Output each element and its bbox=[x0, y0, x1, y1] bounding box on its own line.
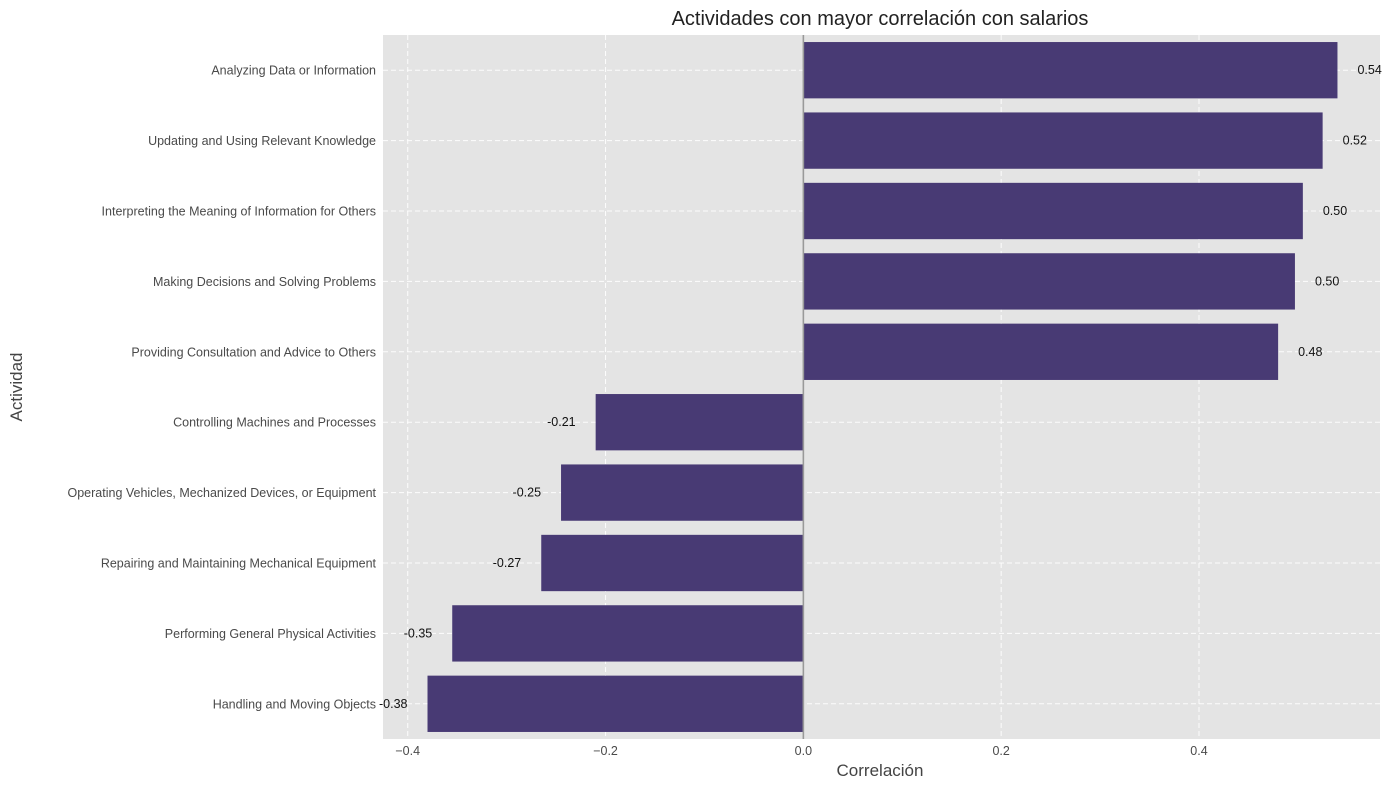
data-label: 0.48 bbox=[1298, 345, 1322, 359]
x-axis-label: Correlación bbox=[837, 761, 924, 780]
category-label: Controlling Machines and Processes bbox=[173, 416, 376, 430]
data-label: 0.50 bbox=[1315, 274, 1339, 288]
labels-layer: −0.4 −0.2 0.0 0.2 0.4 Analyzing Data or Infor… bbox=[68, 63, 1382, 758]
bar bbox=[803, 253, 1295, 310]
x-tick-label: −0.4 bbox=[395, 744, 420, 758]
category-label: Performing General Physical Activities bbox=[165, 627, 376, 641]
y-axis-label: Actividad bbox=[7, 353, 26, 422]
bars-layer bbox=[427, 42, 1338, 732]
bar bbox=[427, 675, 804, 732]
data-label: 0.50 bbox=[1323, 204, 1347, 218]
data-label: -0.35 bbox=[404, 626, 433, 640]
x-tick-label: 0.4 bbox=[1190, 744, 1207, 758]
bar bbox=[803, 323, 1279, 380]
chart-title: Actividades con mayor correlación con sa… bbox=[672, 8, 1089, 30]
bar bbox=[803, 182, 1303, 240]
bar bbox=[595, 394, 804, 451]
category-label: Interpreting the Meaning of Information … bbox=[102, 205, 376, 219]
x-tick-label: 0.2 bbox=[992, 744, 1009, 758]
bar bbox=[803, 42, 1338, 99]
category-label: Making Decisions and Solving Problems bbox=[153, 275, 376, 289]
data-label: -0.27 bbox=[493, 556, 522, 570]
data-label: -0.38 bbox=[379, 697, 408, 711]
bar bbox=[541, 534, 804, 592]
category-label: Handling and Moving Objects bbox=[213, 697, 376, 711]
bar bbox=[452, 605, 804, 662]
category-label: Analyzing Data or Information bbox=[211, 64, 376, 78]
data-label: 0.52 bbox=[1343, 134, 1367, 148]
data-label: -0.21 bbox=[547, 415, 576, 429]
category-label: Providing Consultation and Advice to Oth… bbox=[131, 345, 376, 359]
data-label: 0.54 bbox=[1357, 63, 1381, 77]
category-label: Operating Vehicles, Mechanized Devices, … bbox=[68, 486, 377, 500]
category-label: Repairing and Maintaining Mechanical Equ… bbox=[101, 557, 377, 571]
bar bbox=[561, 464, 804, 521]
category-label: Updating and Using Relevant Knowledge bbox=[148, 134, 376, 148]
bar bbox=[803, 112, 1323, 169]
x-tick-label: −0.2 bbox=[593, 744, 618, 758]
x-tick-label: 0.0 bbox=[795, 744, 812, 758]
data-label: -0.25 bbox=[513, 486, 542, 500]
